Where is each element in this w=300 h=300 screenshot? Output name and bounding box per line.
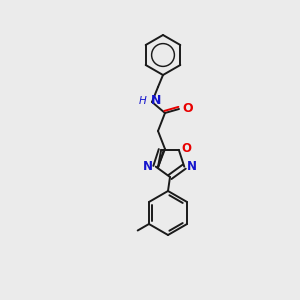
Text: N: N [187,160,197,173]
Text: H: H [138,96,146,106]
Text: O: O [182,101,193,115]
Text: N: N [143,160,153,173]
Text: O: O [182,142,192,155]
Text: N: N [151,94,161,107]
